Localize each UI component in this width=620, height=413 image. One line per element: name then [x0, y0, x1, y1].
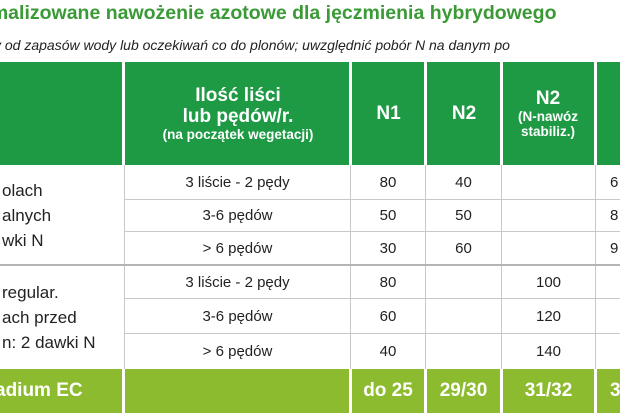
- group-divider: [0, 264, 620, 266]
- header-n2-stabilized: N2 (N-nawóz stabiliz.): [502, 62, 594, 165]
- header-leaves-line1: Ilość liści: [195, 84, 281, 106]
- cell-n2-stabilized: 140: [535, 343, 562, 360]
- cell-n2: [426, 266, 501, 298]
- cell-n2: 40: [455, 174, 472, 191]
- header-leaves-line3: (na początek wegetacji): [162, 127, 314, 143]
- group-label-line: n: 2 dawki N: [2, 333, 96, 352]
- group-label-line: alnych: [2, 206, 52, 225]
- cell-leaves: 3-6 pędów: [202, 207, 273, 224]
- grid-line: [124, 165, 125, 369]
- footer-n2: 29/30: [439, 380, 488, 401]
- cell-n3: [610, 266, 620, 298]
- cell-leaves: 3 liście - 2 pędy: [185, 273, 290, 291]
- cell-n2: 60: [455, 239, 472, 257]
- cell-n2-stabilized: [502, 166, 595, 199]
- grid-line: [124, 231, 620, 232]
- cell-leaves: 3-6 pędów: [202, 307, 273, 325]
- header-leaves-line2: lub pędów/r.: [182, 105, 294, 127]
- cell-n1: 40: [379, 343, 397, 360]
- cell-n2: [426, 334, 501, 369]
- group-label-line: ach przed: [2, 308, 77, 327]
- header-divider: [500, 62, 503, 165]
- group-label-line: wki N: [2, 231, 44, 250]
- grid-line: [425, 165, 426, 369]
- grid-line: [350, 165, 351, 369]
- cell-n3: 9: [610, 239, 619, 257]
- cell-n1: 50: [379, 207, 397, 224]
- group-label: regular. ach przed n: 2 dawki N: [2, 280, 96, 355]
- header-n2: N2: [451, 102, 477, 124]
- group-label-line: olach: [2, 181, 43, 200]
- grid-line: [124, 199, 620, 200]
- cell-n3: 6: [610, 174, 619, 191]
- cell-leaves: > 6 pędów: [202, 239, 273, 257]
- footer-divider: [122, 369, 125, 413]
- header-divider: [122, 62, 125, 165]
- header-n3: N: [609, 62, 620, 165]
- cell-n2-stabilized: 120: [535, 307, 562, 325]
- footer-label: adium EC: [0, 380, 83, 401]
- header-divider: [424, 62, 427, 165]
- cell-n2: [426, 299, 501, 333]
- header-divider: [594, 62, 597, 165]
- footer-n3: 3: [610, 380, 620, 401]
- header-n1: N1: [376, 102, 401, 124]
- grid-line: [595, 165, 596, 369]
- cell-n1: 80: [379, 174, 397, 191]
- grid-line: [501, 165, 502, 369]
- cell-n2-stabilized: 100: [535, 273, 562, 291]
- group-label-line: regular.: [2, 283, 59, 302]
- footer-n2-stabilized: 31/32: [524, 380, 573, 401]
- cell-leaves: > 6 pędów: [202, 343, 273, 360]
- footer-divider: [594, 369, 597, 413]
- cell-n3: [610, 334, 620, 369]
- cell-n3: [610, 299, 620, 333]
- table-footer: adium EC do 25 29/30 31/32 3: [0, 369, 620, 413]
- grid-line: [124, 333, 620, 334]
- header-n2s-line1: N2: [535, 87, 561, 109]
- page-title: ymalizowane nawożenie azotowe dla jęczmi…: [0, 2, 557, 24]
- cell-n1: 60: [379, 307, 397, 325]
- grid-line: [124, 298, 620, 299]
- cell-n1: 30: [379, 239, 397, 257]
- page-subtitle: v od zapasów wody lub oczekiwań co do pl…: [0, 37, 510, 53]
- table-header: Ilość liści lub pędów/r. (na początek we…: [0, 62, 620, 165]
- footer-divider: [500, 369, 503, 413]
- cell-n2-stabilized: [502, 232, 595, 264]
- header-divider: [349, 62, 352, 165]
- header-n2s-line2: (N-nawóz: [518, 109, 578, 125]
- header-n2s-line3: stabiliz.): [520, 124, 575, 140]
- footer-divider: [349, 369, 352, 413]
- footer-divider: [424, 369, 427, 413]
- footer-n1: do 25: [363, 380, 413, 401]
- cell-n2: 50: [455, 207, 472, 224]
- cell-n3: 8: [610, 207, 619, 224]
- cell-leaves: 3 liście - 2 pędy: [185, 174, 290, 191]
- header-leaves: Ilość liści lub pędów/r. (na początek we…: [125, 62, 351, 165]
- cell-n1: 80: [379, 273, 397, 291]
- cell-n2-stabilized: [502, 200, 595, 231]
- group-label: olach alnych wki N: [2, 178, 51, 253]
